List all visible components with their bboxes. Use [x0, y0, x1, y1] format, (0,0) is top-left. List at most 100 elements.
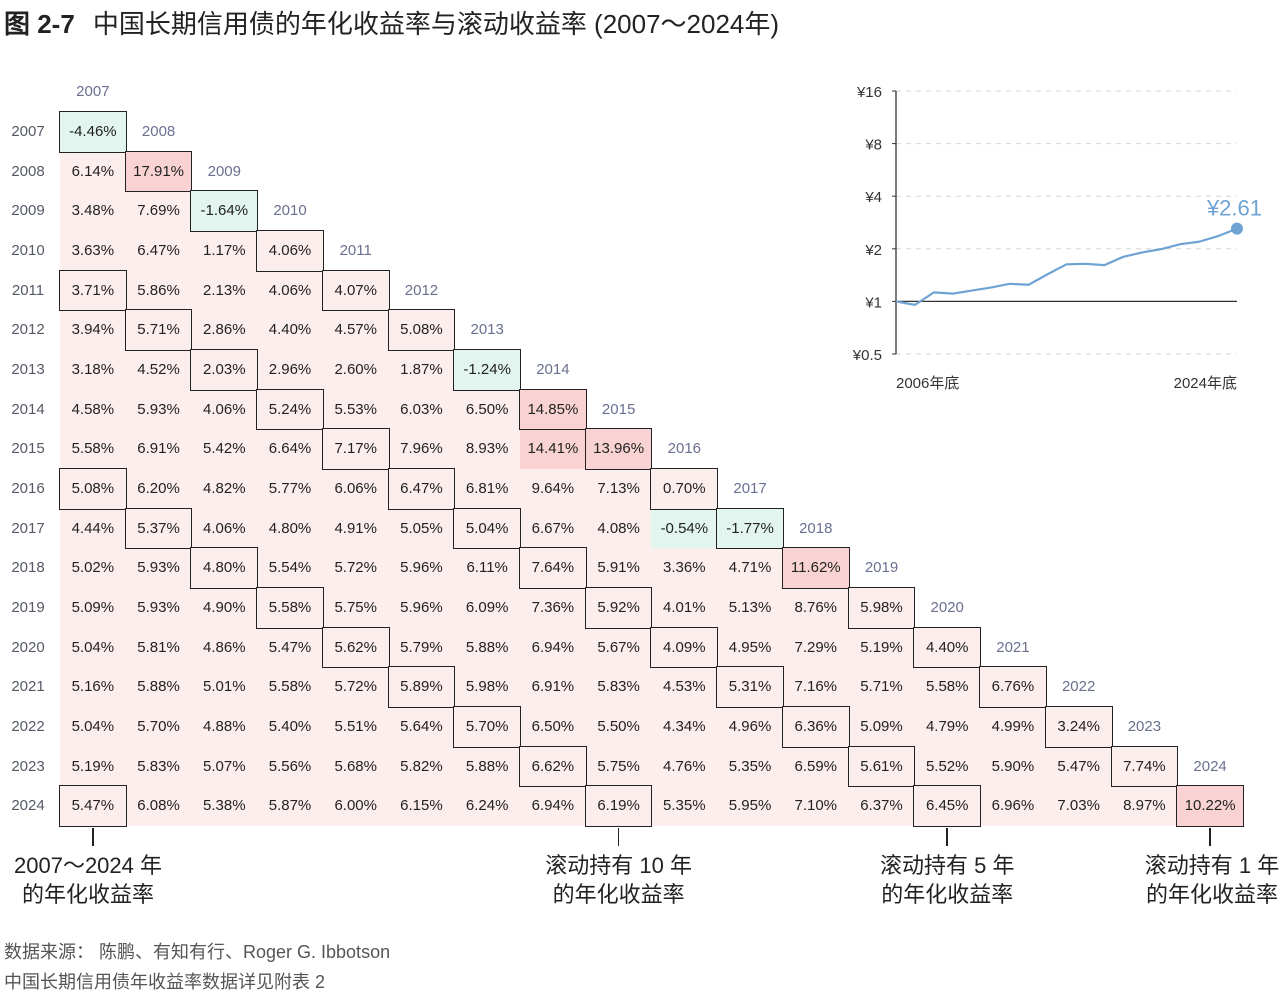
row-label: 2008	[11, 162, 45, 180]
annotation-line1: 滚动持有 1 年	[1144, 853, 1280, 878]
heatmap-cell: 8.76%	[782, 588, 849, 628]
heatmap-cell: 5.88%	[125, 667, 192, 708]
heatmap-cell: 6.62%	[519, 746, 586, 787]
heatmap-cell: 4.34%	[651, 707, 718, 747]
x-label-end: 2024年底	[1174, 375, 1237, 392]
heatmap-cell: 4.44%	[60, 508, 126, 549]
heatmap-cell: 5.07%	[191, 746, 258, 787]
heatmap-cell: 7.10%	[782, 786, 849, 827]
heatmap-cell: 4.91%	[322, 508, 389, 549]
column-label: 2009	[207, 162, 241, 180]
heatmap-cell: 8.93%	[454, 429, 521, 470]
heatmap-cell: 5.70%	[125, 707, 192, 747]
heatmap-cell: 4.80%	[257, 508, 323, 549]
annotation-label: 滚动持有 5 年的年化收益率	[880, 851, 1014, 909]
heatmap-cell: 7.13%	[585, 469, 652, 509]
y-tick-label: ¥16	[856, 84, 882, 101]
annotation-line1: 滚动持有 5 年	[879, 853, 1015, 878]
heatmap-cell: 5.92%	[585, 587, 652, 628]
heatmap-cell: 7.64%	[519, 548, 586, 589]
heatmap-cell: 2.86%	[191, 310, 258, 350]
heatmap-cell: 6.08%	[125, 786, 192, 827]
heatmap-cell: 5.04%	[60, 707, 126, 747]
heatmap-cell: 5.72%	[322, 667, 389, 708]
heatmap-cell: 6.76%	[979, 667, 1046, 708]
heatmap-cell: 5.19%	[848, 627, 915, 668]
heatmap-cell: 6.91%	[125, 429, 192, 470]
row-label: 2015	[11, 440, 45, 458]
annotation-label: 滚动持有 10 年的年化收益率	[545, 851, 692, 909]
heatmap-cell: 7.69%	[125, 191, 192, 231]
heatmap-cell: 5.93%	[125, 588, 192, 628]
heatmap-cell: 5.53%	[322, 389, 389, 430]
heatmap-cell: 5.98%	[454, 667, 521, 708]
heatmap-cell: 4.90%	[191, 588, 258, 628]
heatmap-cell: 4.53%	[651, 667, 718, 708]
heatmap-cell: 0.70%	[651, 468, 718, 509]
heatmap-cell: 5.56%	[257, 746, 323, 787]
heatmap-cell: 5.01%	[191, 667, 258, 708]
data-source: 数据来源： 陈鹏、有知有行、Roger G. Ibbotson	[4, 942, 391, 962]
heatmap-cell: -1.77%	[717, 508, 784, 549]
heatmap-cell: 6.09%	[454, 588, 521, 628]
heatmap-cell: 5.90%	[980, 746, 1046, 787]
column-label: 2011	[339, 242, 372, 259]
heatmap-cell: 5.93%	[125, 548, 192, 589]
column-label: 2015	[601, 400, 636, 418]
heatmap-cell: 5.96%	[388, 548, 455, 589]
heatmap-cell: 5.58%	[914, 667, 981, 708]
heatmap-cell: 5.72%	[322, 548, 389, 589]
column-label: 2014	[536, 361, 570, 379]
heatmap-cell: 4.06%	[191, 508, 258, 549]
heatmap-cell: 10.22%	[1177, 786, 1244, 827]
annotation-line2: 的年化收益率	[881, 882, 1014, 907]
heatmap-cell: 7.17%	[322, 429, 389, 470]
heatmap-cell: 5.88%	[454, 746, 521, 787]
y-tick-label: ¥8	[864, 137, 882, 154]
heatmap-cell: 4.58%	[60, 389, 126, 430]
heatmap-cell: 4.09%	[651, 627, 718, 668]
heatmap-cell: -0.54%	[651, 508, 718, 549]
y-tick-label: ¥0.5	[852, 347, 882, 364]
heatmap-cell: 5.64%	[388, 707, 455, 747]
heatmap-cell: 6.47%	[388, 468, 455, 509]
heatmap-cell: 4.40%	[914, 627, 981, 668]
heatmap-cell: 5.89%	[388, 667, 455, 708]
annotation-label: 2007～2024 年的年化收益率	[14, 851, 162, 909]
heatmap-cell: 5.02%	[60, 548, 126, 589]
heatmap-cell: 5.47%	[59, 786, 126, 827]
heatmap-cell: 6.64%	[257, 429, 323, 470]
row-label: 2019	[11, 599, 45, 617]
row-label: 2010	[11, 242, 45, 259]
heatmap-cell: 6.37%	[848, 786, 915, 827]
annotation-tick	[617, 828, 620, 846]
row-label: 2016	[11, 480, 45, 498]
heatmap-cell: 4.40%	[257, 310, 323, 350]
heatmap-cell: 4.99%	[980, 707, 1046, 747]
row-label: 2018	[11, 559, 45, 577]
heatmap-cell: 5.77%	[257, 469, 323, 509]
heatmap-cell: 6.19%	[585, 786, 652, 827]
heatmap-cell: 2.60%	[322, 350, 389, 390]
heatmap-cell: 5.58%	[256, 587, 324, 628]
heatmap-cell: 3.71%	[59, 270, 126, 311]
heatmap-cell: 5.71%	[125, 310, 192, 351]
row-label: 2011	[11, 281, 45, 299]
heatmap-cell: 5.68%	[322, 746, 389, 787]
heatmap-cell: -1.64%	[191, 191, 258, 232]
heatmap-cell: 5.13%	[717, 588, 783, 628]
heatmap-cell: 5.31%	[717, 667, 784, 708]
heatmap-cell: 7.74%	[1111, 746, 1178, 787]
heatmap-cell: 3.24%	[1045, 706, 1112, 747]
heatmap-cell: 1.17%	[191, 231, 258, 271]
heatmap-cell: 5.35%	[651, 786, 718, 827]
heatmap-cell: 5.51%	[322, 707, 389, 747]
row-label: 2024	[11, 797, 45, 815]
row-label: 2009	[11, 202, 45, 220]
heatmap-cell: 13.96%	[585, 429, 652, 470]
heatmap-cell: 5.83%	[585, 667, 652, 708]
heatmap-cell: 5.70%	[454, 706, 521, 747]
heatmap-cell: 6.45%	[914, 786, 981, 827]
annotation-tick	[92, 828, 94, 846]
heatmap-cell: 6.59%	[782, 746, 849, 787]
